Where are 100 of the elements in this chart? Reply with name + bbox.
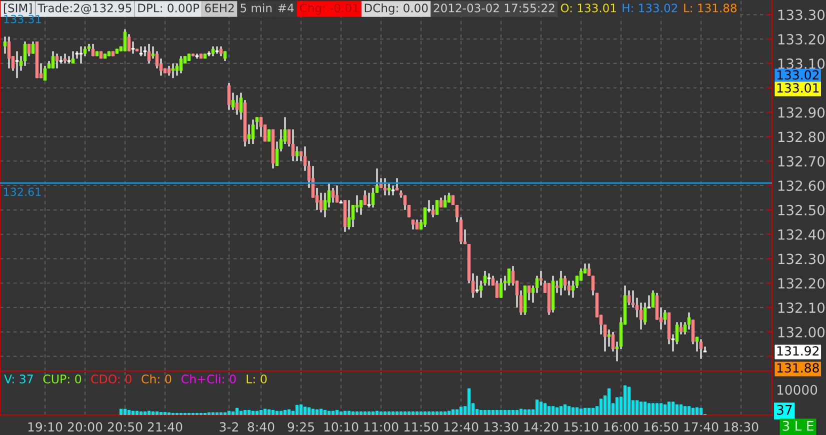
bar xyxy=(280,410,282,415)
candlestick xyxy=(239,92,243,120)
bar xyxy=(360,411,362,415)
annotation: H: 133.02 xyxy=(622,4,678,12)
bar xyxy=(348,410,350,415)
x-tick-label: 3-2 xyxy=(220,422,238,432)
bar xyxy=(576,407,578,415)
bar xyxy=(696,407,698,415)
bar xyxy=(468,388,470,415)
bar xyxy=(296,404,298,415)
x-tick-label: 8:40 xyxy=(248,422,274,432)
bar xyxy=(224,412,226,415)
x-tick-label: 20:00 xyxy=(68,422,102,432)
candlestick xyxy=(611,331,615,352)
annotation: 6EH2 xyxy=(205,4,234,12)
candlestick xyxy=(603,324,607,352)
candlestick xyxy=(179,55,183,74)
text: 133.02 xyxy=(777,70,818,80)
y-tick-label: 133.30 xyxy=(778,10,825,20)
bar xyxy=(248,410,250,415)
bar xyxy=(408,411,410,415)
bar xyxy=(504,410,506,415)
candlestick xyxy=(19,55,23,72)
x-tick-label: 17:40 xyxy=(684,422,718,432)
candlestick xyxy=(303,146,307,172)
candlestick xyxy=(251,118,255,145)
candlestick xyxy=(7,36,11,70)
candlestick xyxy=(347,199,351,230)
bar xyxy=(648,403,650,415)
candlestick xyxy=(579,268,583,282)
y-tick-label: 132.60 xyxy=(778,180,825,191)
candlestick xyxy=(527,284,531,301)
bar xyxy=(552,406,554,415)
bar xyxy=(384,411,386,415)
annotation: #4 xyxy=(278,4,294,12)
bar xyxy=(320,408,322,415)
bar xyxy=(304,406,306,415)
bar xyxy=(340,411,342,415)
bar xyxy=(580,408,582,415)
bar xyxy=(508,410,510,415)
bar xyxy=(660,403,662,415)
candlestick xyxy=(507,268,511,286)
candlestick xyxy=(411,218,415,230)
bar xyxy=(544,403,546,415)
text: 37 xyxy=(777,404,792,415)
candlestick xyxy=(575,275,579,289)
bar xyxy=(356,411,358,415)
bar xyxy=(524,409,526,415)
candlestick xyxy=(531,284,535,304)
bar xyxy=(676,404,678,415)
candlestick xyxy=(407,204,411,218)
bar xyxy=(380,411,382,415)
annotation: Chg: -0.01 xyxy=(300,3,358,15)
candlestick xyxy=(539,270,543,286)
bar xyxy=(436,411,438,415)
candlestick xyxy=(159,58,163,76)
candlestick xyxy=(123,28,127,52)
bar xyxy=(456,409,458,415)
candlestick xyxy=(227,82,231,111)
bar xyxy=(396,411,398,415)
bar xyxy=(140,411,142,415)
bar xyxy=(312,408,314,415)
bar xyxy=(672,402,674,415)
candlestick xyxy=(431,204,435,218)
candlestick xyxy=(499,278,503,298)
bar xyxy=(316,409,318,415)
bar xyxy=(272,410,274,415)
candlestick xyxy=(363,190,367,206)
candlestick xyxy=(639,302,643,330)
bar xyxy=(500,410,502,415)
bar xyxy=(420,411,422,415)
bar xyxy=(404,411,406,415)
y-tick-label: 132.90 xyxy=(778,107,825,118)
bar xyxy=(412,411,414,415)
candlestick xyxy=(455,204,459,223)
bar xyxy=(440,411,442,415)
bar xyxy=(132,410,134,415)
y-tick-label: 132.80 xyxy=(778,132,825,142)
bar xyxy=(520,408,522,415)
annotation: DPL: 0.00P xyxy=(138,4,200,12)
bar xyxy=(584,408,586,415)
bar xyxy=(652,403,654,415)
bar xyxy=(416,411,418,415)
bar xyxy=(352,411,354,415)
bar xyxy=(616,397,618,415)
candlestick xyxy=(403,194,407,211)
bar xyxy=(460,406,462,415)
bar xyxy=(540,402,542,415)
candlestick xyxy=(675,321,679,345)
bar xyxy=(680,404,682,415)
bar xyxy=(120,408,122,415)
candlestick xyxy=(279,128,283,152)
bar xyxy=(484,410,486,415)
text: 131.88 xyxy=(777,363,819,373)
x-tick-label: 14:20 xyxy=(524,422,558,432)
text: CDO: 0 xyxy=(91,374,132,384)
bar xyxy=(288,409,290,415)
y-tick-label: 132.50 xyxy=(778,204,825,216)
candlestick xyxy=(171,62,175,79)
bar xyxy=(700,408,702,415)
